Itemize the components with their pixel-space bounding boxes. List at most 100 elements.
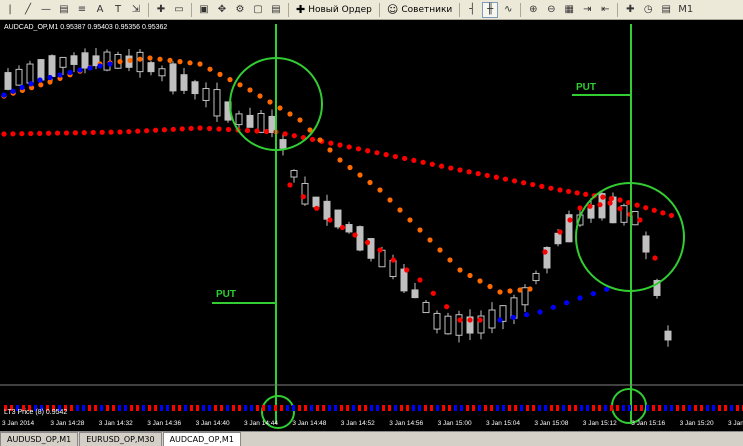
indicator-dot (392, 153, 398, 160)
chart-window[interactable]: PUT PUT AUDCAD_OP,M1 0.95387 0.95403 0.9… (0, 20, 743, 431)
put-label-2: PUT (576, 82, 596, 93)
indicator-dot (216, 126, 222, 132)
label-icon[interactable]: T (114, 4, 122, 15)
indicator-dot (617, 197, 623, 203)
indicator-dot (147, 55, 153, 61)
tab-audusd[interactable]: AUDUSD_OP,M1 (0, 432, 79, 446)
market-watch-icon[interactable]: ▣ (199, 4, 209, 15)
indicator-dot (477, 317, 483, 323)
indicator-dot (429, 161, 435, 167)
chart-shift-icon[interactable]: ⇤ (601, 4, 610, 15)
strip-bar (4, 405, 7, 411)
candle-body (301, 182, 309, 205)
indicator-dot (387, 197, 393, 203)
strip-bar (340, 405, 343, 411)
strip-bar (34, 405, 37, 411)
strip-bar (166, 405, 169, 411)
highlight-circle-2 (575, 182, 685, 292)
indicator-dot (287, 111, 293, 117)
indicator-dot (152, 127, 159, 133)
tab-eurusd[interactable]: EURUSD_OP,M30 (79, 432, 162, 446)
strip-bar (556, 405, 559, 411)
candle-body (70, 55, 78, 65)
indicator-dot (617, 206, 623, 212)
indicator-dot (660, 210, 666, 216)
strip-bar (148, 405, 151, 411)
strip-bar (256, 405, 259, 411)
strip-bar (700, 405, 703, 411)
terminal-icon[interactable]: ▢ (253, 4, 263, 15)
autoscroll-icon[interactable]: ⇥ (583, 4, 592, 15)
candle-body (433, 312, 441, 330)
new-order-button[interactable]: ✚ Новый Ордер (293, 3, 375, 16)
highlight-circle-3 (261, 395, 295, 429)
tile-windows-icon[interactable]: ▦ (564, 4, 574, 15)
data-window-icon[interactable]: ⚙ (235, 4, 245, 15)
indicator-dot (347, 164, 353, 171)
strip-bar (124, 405, 127, 411)
advisors-button[interactable]: ☺ Советники (384, 3, 455, 16)
price-chart[interactable]: PUT PUT AUDCAD_OP,M1 0.95387 0.95403 0.9… (0, 20, 743, 431)
indicator-dot (117, 129, 123, 135)
strip-bar (280, 405, 283, 411)
candle-body (642, 235, 650, 253)
strip-bar (460, 405, 463, 411)
indicator-dot (127, 57, 133, 64)
candle-body (378, 249, 386, 268)
indicator-dot (383, 152, 389, 158)
strip-bar (466, 405, 469, 411)
indicator-dot (307, 127, 313, 133)
text-icon[interactable]: A (96, 4, 104, 15)
strip-bar (544, 405, 547, 411)
strip-bar (550, 405, 553, 411)
indicator-dot (291, 133, 297, 139)
periods-icon[interactable]: ◷ (643, 4, 653, 15)
trendline-icon[interactable]: ╱ (24, 4, 32, 15)
time-label: 3 Jan 15:08 (534, 420, 568, 427)
navigator-icon[interactable]: ✥ (217, 4, 227, 15)
indicator-dot (521, 180, 527, 186)
advisors-icon: ☺ (386, 3, 399, 16)
put-label-1: PUT (216, 289, 236, 300)
strip-bar (610, 405, 613, 411)
zoom-in-icon[interactable]: ⊕ (529, 4, 538, 15)
tab-audcad[interactable]: AUDCAD_OP,M1 (162, 432, 241, 446)
templates-icon[interactable]: ▤ (661, 4, 671, 15)
strip-bar (22, 405, 25, 411)
profiles-icon[interactable]: ▭ (174, 4, 184, 15)
indicator-dot (365, 148, 371, 154)
zoom-out-icon[interactable]: ⊖ (547, 4, 556, 15)
candlestick-icon[interactable]: ╫ (482, 1, 499, 18)
strip-bar (178, 405, 181, 411)
line-chart-icon[interactable]: ∿ (504, 4, 513, 15)
fibonacci-icon[interactable]: ≡ (77, 4, 87, 15)
arrow-tool-icon[interactable]: ⇲ (131, 4, 141, 15)
timeframe-m1[interactable]: M1 (678, 4, 694, 15)
indicators-icon[interactable]: ✚ (626, 4, 635, 15)
strip-bar (130, 405, 133, 411)
strip-bar (268, 405, 271, 411)
indicator-dot (484, 172, 490, 179)
strip-bar (184, 405, 187, 411)
indicator-dot (583, 191, 589, 197)
candle-body (92, 55, 100, 67)
strategy-tester-icon[interactable]: ▤ (271, 4, 281, 15)
channel-icon[interactable]: ▤ (59, 4, 69, 15)
strip-bar (382, 405, 385, 411)
indicator-dot (457, 317, 463, 323)
indicator-dot (550, 304, 556, 310)
bar-chart-icon[interactable]: ┤ (469, 4, 476, 15)
indicator-dot (28, 81, 34, 87)
vertical-line-icon[interactable]: | (8, 4, 12, 15)
indicator-dot (537, 309, 543, 315)
strip-bar (574, 405, 577, 411)
highlight-circle-1 (229, 57, 323, 151)
strip-bar (334, 405, 337, 411)
indicator-dot (457, 267, 463, 273)
indicator-dot (397, 207, 403, 213)
horizontal-line-icon[interactable]: — (41, 4, 51, 15)
candle-body (37, 59, 45, 81)
time-label: 3 Jan 15:12 (583, 420, 617, 427)
strip-bar (388, 405, 391, 411)
new-chart-icon[interactable]: ✚ (156, 4, 166, 15)
